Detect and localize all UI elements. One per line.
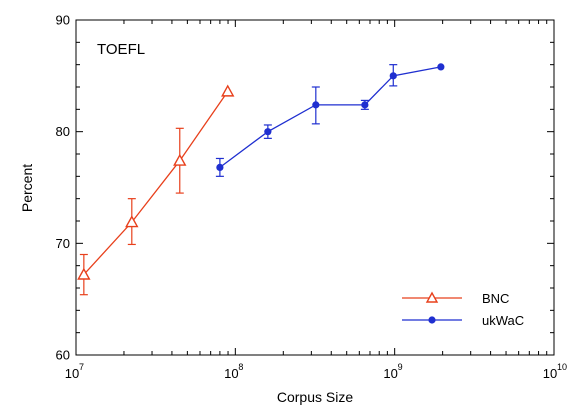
data-point [173, 153, 187, 166]
legend: BNC ukWaC [402, 291, 524, 328]
y-tick-label-70: 70 [56, 236, 70, 251]
series-ukwac [215, 63, 445, 177]
data-point [221, 84, 235, 97]
x-tick-label-exp: 10 [557, 362, 567, 372]
x-axis-label: Corpus Size [277, 389, 353, 405]
x-tick-label-base: 10 [383, 366, 397, 381]
x-tick-label-base: 10 [224, 366, 238, 381]
data-point [264, 128, 272, 136]
series-bnc [77, 84, 235, 296]
data-point [77, 267, 91, 280]
data-point [125, 215, 139, 228]
data-point [361, 101, 369, 109]
x-tick-label-base: 10 [65, 366, 79, 381]
data-point [437, 63, 445, 71]
x-tick-label-exp: 7 [79, 362, 84, 372]
x-tick-label-base: 10 [543, 366, 557, 381]
data-point [312, 101, 320, 109]
y-tick-label-90: 90 [56, 13, 70, 28]
legend-marker-ukwac [428, 316, 436, 324]
plot-frame [75, 19, 555, 356]
y-axis-label: Percent [19, 164, 35, 212]
y-tick-label-60: 60 [56, 348, 70, 363]
legend-label-bnc: BNC [482, 291, 509, 306]
y-tick-label-80: 80 [56, 124, 70, 139]
x-tick-label-exp: 8 [238, 362, 243, 372]
data-point [216, 163, 224, 171]
data-point [389, 72, 397, 80]
series-line [83, 91, 229, 276]
chart-annotation: TOEFL [97, 41, 145, 58]
x-tick-label-exp: 9 [398, 362, 403, 372]
legend-label-ukwac: ukWaC [482, 313, 524, 328]
series-line [219, 66, 441, 168]
legend-marker-bnc [425, 291, 439, 303]
series-layer [77, 63, 445, 296]
